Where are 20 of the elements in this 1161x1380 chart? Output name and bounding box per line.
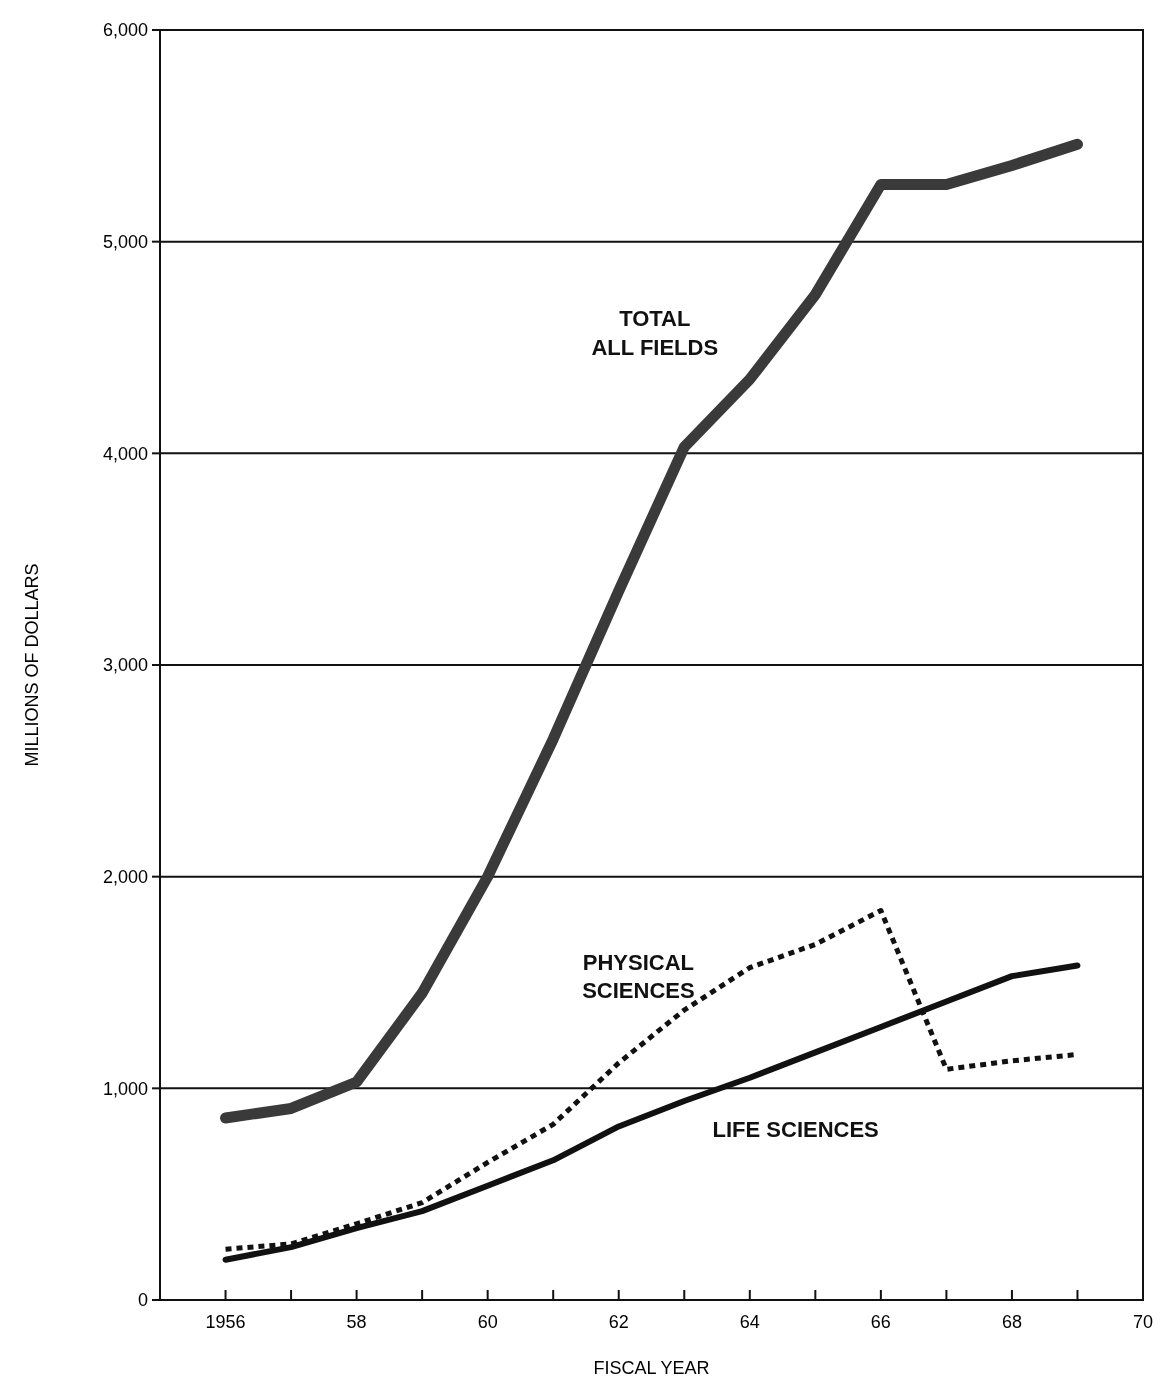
series-label: LIFE SCIENCES <box>712 1117 879 1143</box>
series-label: TOTAL ALL FIELDS <box>591 306 719 360</box>
x-tick-label: 1956 <box>205 1312 246 1332</box>
y-tick-label: 5,000 <box>102 231 148 252</box>
y-tick-label: 4,000 <box>102 443 148 464</box>
x-tick-label: 64 <box>739 1312 760 1332</box>
y-tick-label: 2,000 <box>102 866 148 887</box>
x-tick-label: 70 <box>1132 1312 1154 1332</box>
series-label: PHYSICAL SCIENCES <box>582 949 695 1004</box>
y-tick-label: 3,000 <box>102 655 148 676</box>
x-axis-title: FISCAL YEAR <box>593 1358 710 1378</box>
x-tick-label: 68 <box>1001 1312 1022 1332</box>
y-tick-label: 6,000 <box>102 20 148 41</box>
x-tick-label: 66 <box>870 1312 891 1332</box>
y-tick-label: 1,000 <box>102 1078 148 1099</box>
x-tick-label: 60 <box>477 1312 498 1332</box>
x-tick-label: 62 <box>608 1312 629 1332</box>
y-axis-title: MILLIONS OF DOLLARS <box>22 563 42 767</box>
y-tick-label: 0 <box>137 1290 148 1311</box>
x-tick-label: 58 <box>346 1312 367 1332</box>
